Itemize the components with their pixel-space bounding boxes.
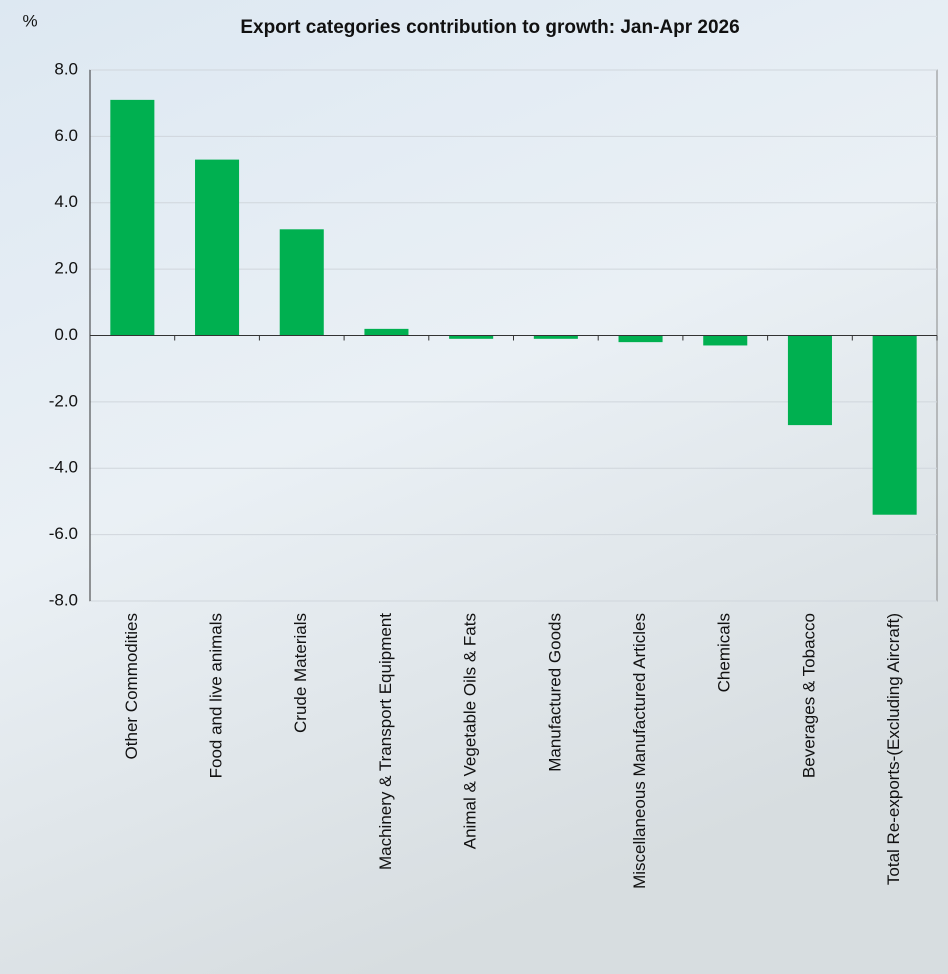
y-tick-label: -4.0 [49,458,78,477]
x-tick-label: Other Commodities [122,613,141,759]
x-tick-label: Manufactured Goods [545,613,564,772]
y-tick-label: 6.0 [54,126,78,145]
x-tick-label: Animal & Vegetable Oils & Fats [461,613,480,849]
x-tick-label: Total Re-exports-(Excluding Aircraft) [884,613,903,885]
bar [449,335,494,339]
x-tick-label: Machinery & Transport Equipment [376,613,395,870]
bar [787,335,832,426]
bar [364,328,409,336]
bar [195,159,240,336]
y-tick-label: -2.0 [49,391,78,410]
bar [279,229,324,336]
y-tick-label: -8.0 [49,590,78,609]
x-tick-label: Chemicals [715,613,734,692]
chart-title: Export categories contribution to growth… [240,17,739,38]
y-tick-label: -6.0 [49,524,78,543]
bar [533,335,578,339]
y-tick-label: 8.0 [54,59,78,78]
bar [703,335,748,346]
y-tick-label: 0.0 [54,325,78,344]
x-tick-label: Food and live animals [207,613,226,778]
bar [618,335,663,343]
y-tick-label: 4.0 [54,192,78,211]
bar [872,335,917,515]
x-tick-label: Miscellaneous Manufactured Articles [630,613,649,889]
y-tick-label: 2.0 [54,259,78,278]
x-tick-label: Crude Materials [291,613,310,733]
bar [110,99,155,336]
x-tick-label: Beverages & Tobacco [799,613,818,778]
y-axis-unit: % [22,11,37,30]
